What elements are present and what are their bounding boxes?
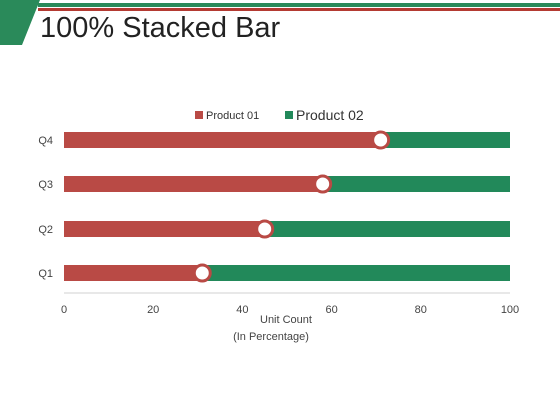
x-tick-label-0: 0: [61, 304, 67, 316]
legend-label-product-02: Product 02: [296, 107, 364, 123]
bar-product-02-q2: [264, 221, 510, 237]
boundary-marker-q3: [313, 174, 333, 194]
boundary-marker-q1: [192, 263, 212, 283]
y-tick-label-q2: Q2: [38, 224, 53, 236]
boundary-marker-q2: [255, 219, 275, 239]
legend-label-product-01: Product 01: [206, 110, 259, 122]
header-green-stripe: [38, 3, 560, 7]
bar-product-02-q4: [380, 132, 510, 148]
page-title: 100% Stacked Bar: [40, 12, 281, 44]
x-axis-title: Unit Count: [260, 314, 312, 326]
bar-product-01-q2: [64, 221, 265, 237]
y-tick-label-q3: Q3: [38, 179, 53, 191]
header-green-corner: [0, 0, 40, 45]
legend: Product 01 Product 02: [195, 107, 364, 123]
x-tick-label-80: 80: [415, 304, 427, 316]
y-tick-label-q1: Q1: [38, 268, 53, 280]
boundary-marker-q4: [371, 130, 391, 150]
y-tick-label-q4: Q4: [38, 135, 53, 147]
bar-product-01-q3: [64, 176, 323, 192]
legend-swatch-product-02: [285, 111, 293, 119]
bar-product-02-q1: [202, 265, 510, 281]
legend-swatch-product-01: [195, 111, 203, 119]
bar-product-01-q1: [64, 265, 203, 281]
header-red-stripe: [38, 8, 560, 11]
bar-product-02-q3: [322, 176, 510, 192]
x-tick-label-40: 40: [236, 304, 248, 316]
plot-area: [64, 130, 510, 283]
x-tick-label-20: 20: [147, 304, 159, 316]
x-tick-label-100: 100: [501, 304, 519, 316]
bar-product-01-q4: [64, 132, 381, 148]
x-tick-label-60: 60: [325, 304, 337, 316]
x-axis-subtitle: (In Percentage): [233, 331, 309, 343]
